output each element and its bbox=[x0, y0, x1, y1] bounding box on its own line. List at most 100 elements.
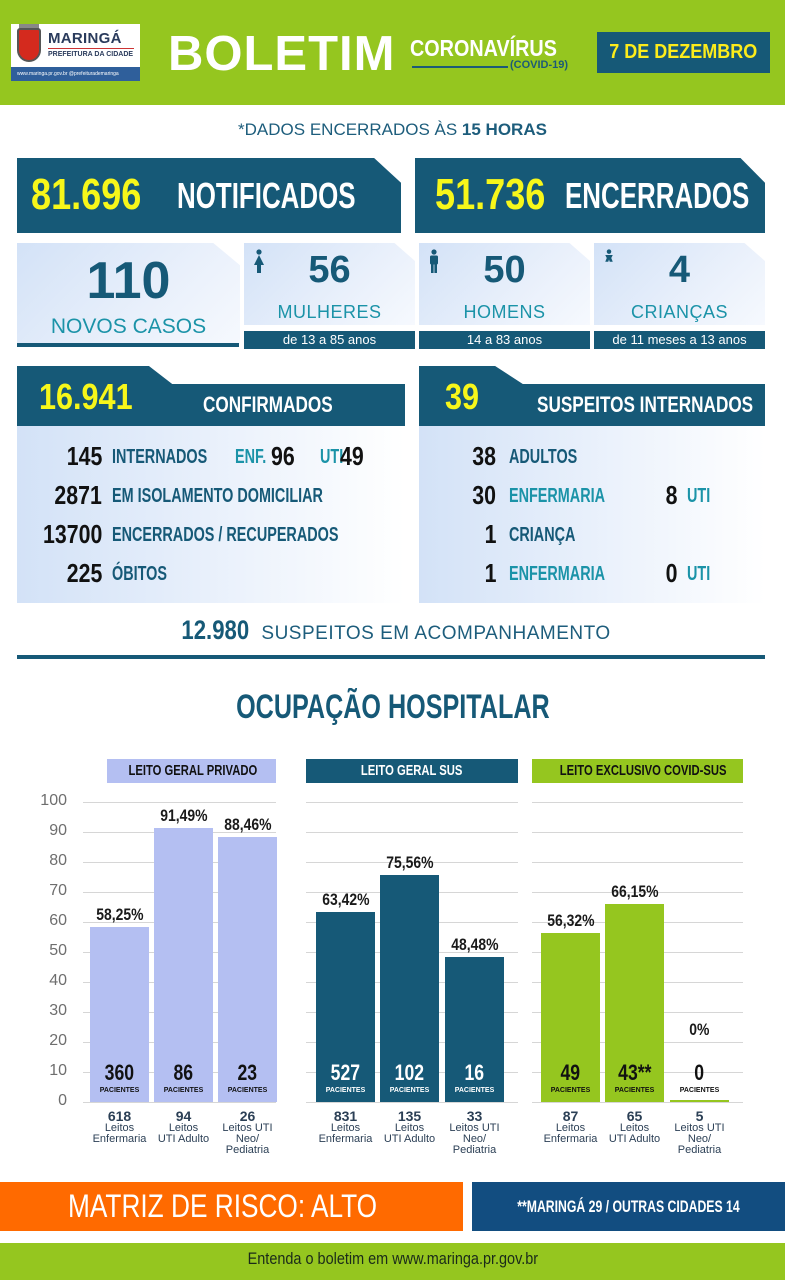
category-text: Enfermaria bbox=[543, 1133, 598, 1145]
patients-label: PACIENTES bbox=[163, 1087, 204, 1094]
bar-value-label: 0% bbox=[689, 1020, 710, 1039]
patients-value: 0 bbox=[694, 1060, 705, 1085]
woman-icon bbox=[254, 249, 264, 273]
bar bbox=[316, 911, 375, 1102]
patients-label: PACIENTES bbox=[227, 1087, 268, 1094]
logo-name: MARINGÁ bbox=[48, 30, 122, 47]
bar-percent: 58,25% bbox=[80, 905, 159, 925]
patients-count: 102 bbox=[380, 1060, 439, 1086]
beds-count: 33 bbox=[466, 1108, 483, 1124]
followup-label: SUSPEITOS EM ACOMPANHAMENTO bbox=[261, 623, 611, 644]
grid-line bbox=[83, 802, 276, 803]
bar bbox=[90, 927, 149, 1102]
adults-icu-label: UTI bbox=[687, 485, 711, 507]
y-tick-label: 100 bbox=[40, 792, 67, 809]
category-text: Leitos bbox=[555, 1122, 586, 1134]
beds-count: 5 bbox=[695, 1108, 704, 1124]
women-box: 56 MULHERES bbox=[244, 243, 415, 325]
bar-percent: 0% bbox=[660, 1020, 739, 1040]
children-value: 4 bbox=[668, 249, 691, 291]
patients-label: PACIENTES bbox=[325, 1087, 366, 1094]
x-category-label: 94 Leitos UTI Adulto bbox=[146, 1109, 221, 1145]
notified-value: 81.696 bbox=[31, 170, 142, 219]
y-tick-label: 10 bbox=[49, 1062, 67, 1079]
icu-label: UTI bbox=[320, 446, 344, 468]
chart-header-private: LEITO GERAL PRIVADO bbox=[107, 759, 276, 783]
adults-value: 38 bbox=[472, 441, 496, 471]
men-age-range: 14 a 83 anos bbox=[419, 331, 590, 349]
subtitle: CORONAVÍRUS bbox=[410, 35, 557, 61]
page-title: BOLETIM bbox=[168, 27, 396, 81]
crest-icon bbox=[17, 28, 41, 62]
followup-value: 12.980 bbox=[181, 615, 250, 645]
category-text: Leitos UTI bbox=[449, 1122, 500, 1134]
beds-count: 87 bbox=[562, 1108, 579, 1124]
patients-count: 0 bbox=[670, 1060, 729, 1086]
men-value: 50 bbox=[483, 249, 526, 291]
bar-value-label: 63,42% bbox=[321, 889, 370, 909]
confirmed-panel: 145 INTERNADOS ENF. 96 UTI 49 2871 EM IS… bbox=[17, 426, 405, 603]
subtitle-underline bbox=[412, 66, 508, 68]
risk-label: MATRIZ DE RISCO: ALTO bbox=[68, 1188, 378, 1224]
patients-count: 360 bbox=[90, 1060, 149, 1086]
bar-percent: 66,15% bbox=[595, 882, 674, 902]
category-text: Leitos bbox=[330, 1122, 361, 1134]
patients-value: 102 bbox=[394, 1060, 425, 1085]
patients-label: PACIENTES bbox=[679, 1087, 720, 1094]
man-icon bbox=[430, 249, 438, 273]
category-text: UTI Adulto bbox=[608, 1133, 661, 1145]
section-divider bbox=[17, 655, 765, 659]
deaths-value: 225 bbox=[66, 558, 102, 588]
bar-value-label: 66,15% bbox=[610, 881, 659, 901]
bar bbox=[380, 875, 439, 1102]
children-ward-label: ENFERMARIA bbox=[509, 563, 606, 585]
category-text: Leitos bbox=[104, 1122, 135, 1134]
bar-percent: 88,46% bbox=[208, 815, 287, 835]
category-text: UTI Adulto bbox=[157, 1133, 210, 1145]
confirmed-label: CONFIRMADOS bbox=[203, 392, 333, 417]
grid-line bbox=[83, 1102, 276, 1103]
x-category-label: 831 Leitos Enfermaria bbox=[308, 1109, 383, 1145]
patients-count: 49 bbox=[541, 1060, 600, 1086]
footer-bar: Entenda o boletim em www.maringa.pr.gov.… bbox=[0, 1243, 785, 1280]
grid-line bbox=[532, 1102, 743, 1103]
suspects-followup: 12.980 SUSPEITOS EM ACOMPANHAMENTO bbox=[0, 615, 785, 646]
beds-count: 65 bbox=[626, 1108, 643, 1124]
bar bbox=[670, 1100, 729, 1102]
category-text: Pediatria bbox=[225, 1144, 270, 1156]
grid-line bbox=[306, 832, 518, 833]
patients-count: 527 bbox=[316, 1060, 375, 1086]
bar-value-label: 58,25% bbox=[95, 905, 144, 925]
adults-label: ADULTOS bbox=[509, 446, 578, 468]
patients-label: PACIENTES bbox=[389, 1087, 430, 1094]
bar bbox=[605, 903, 664, 1102]
notified-label: NOTIFICADOS bbox=[177, 175, 356, 216]
chart-header-sus: LEITO GERAL SUS bbox=[306, 759, 518, 783]
footer-text: Entenda o boletim em www.maringa.pr.gov.… bbox=[247, 1249, 538, 1268]
beds-count: 135 bbox=[397, 1108, 422, 1124]
bar-percent: 48,48% bbox=[435, 935, 514, 955]
grid-line bbox=[306, 862, 518, 863]
category-text: Neo/ bbox=[687, 1133, 712, 1145]
grid-line bbox=[532, 802, 743, 803]
patients-label: PACIENTES bbox=[454, 1087, 495, 1094]
y-tick-label: 90 bbox=[49, 822, 67, 839]
icu-value: 49 bbox=[340, 441, 364, 471]
risk-note-text: **MARINGÁ 29 / OUTRAS CIDADES 14 bbox=[517, 1197, 740, 1216]
y-tick-label: 60 bbox=[49, 912, 67, 929]
patients-value: 23 bbox=[237, 1060, 258, 1085]
men-label: HOMENS bbox=[463, 302, 546, 322]
category-text: Leitos bbox=[394, 1122, 425, 1134]
y-tick-label: 50 bbox=[49, 942, 67, 959]
occupancy-title: OCUPAÇÃO HOSPITALAR bbox=[0, 688, 785, 727]
patients-count: 43** bbox=[605, 1060, 664, 1086]
grid-line bbox=[532, 832, 743, 833]
bar-value-label: 88,46% bbox=[223, 814, 272, 834]
grid-line bbox=[532, 862, 743, 863]
closed-value: 51.736 bbox=[435, 170, 546, 219]
chart-header-covid: LEITO EXCLUSIVO COVID-SUS bbox=[532, 759, 743, 783]
patients-value: 527 bbox=[330, 1060, 361, 1085]
new-cases-underline bbox=[17, 343, 239, 347]
date-badge: 7 DE DEZEMBRO bbox=[597, 32, 770, 73]
y-tick-label: 30 bbox=[49, 1002, 67, 1019]
